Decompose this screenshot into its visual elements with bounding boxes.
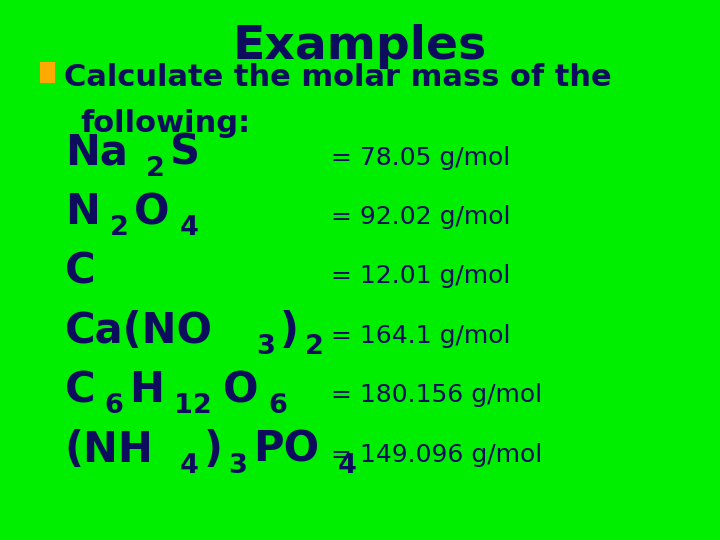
Text: PO: PO <box>253 429 319 471</box>
Text: 3: 3 <box>228 453 247 478</box>
Text: H: H <box>129 369 163 411</box>
Text: = 78.05 g/mol: = 78.05 g/mol <box>331 146 510 170</box>
Text: C: C <box>65 369 96 411</box>
Text: Calculate the molar mass of the: Calculate the molar mass of the <box>64 63 612 92</box>
Text: S: S <box>171 132 200 174</box>
Text: 4: 4 <box>179 453 198 478</box>
Text: = 12.01 g/mol: = 12.01 g/mol <box>331 265 510 288</box>
Text: = 92.02 g/mol: = 92.02 g/mol <box>331 205 510 229</box>
Text: 2: 2 <box>146 156 165 181</box>
Text: C: C <box>65 251 96 293</box>
Text: N: N <box>65 191 99 233</box>
Text: Examples: Examples <box>233 24 487 69</box>
Text: Na: Na <box>65 132 127 174</box>
Text: (NH: (NH <box>65 429 153 471</box>
Text: = 149.096 g/mol: = 149.096 g/mol <box>331 443 542 467</box>
Text: O: O <box>222 369 258 411</box>
Text: Ca(NO: Ca(NO <box>65 310 213 352</box>
FancyBboxPatch shape <box>40 62 55 83</box>
Text: 6: 6 <box>104 393 123 419</box>
Text: 4: 4 <box>338 453 357 478</box>
Text: 3: 3 <box>256 334 274 360</box>
Text: = 180.156 g/mol: = 180.156 g/mol <box>331 383 542 407</box>
Text: O: O <box>134 191 170 233</box>
Text: 6: 6 <box>269 393 287 419</box>
Text: following:: following: <box>80 109 250 138</box>
Text: 2: 2 <box>305 334 323 360</box>
Text: 4: 4 <box>180 215 199 241</box>
Text: 12: 12 <box>174 393 212 419</box>
Text: 2: 2 <box>109 215 129 241</box>
Text: ): ) <box>204 429 222 471</box>
Text: ): ) <box>280 310 299 352</box>
Text: = 164.1 g/mol: = 164.1 g/mol <box>331 324 510 348</box>
